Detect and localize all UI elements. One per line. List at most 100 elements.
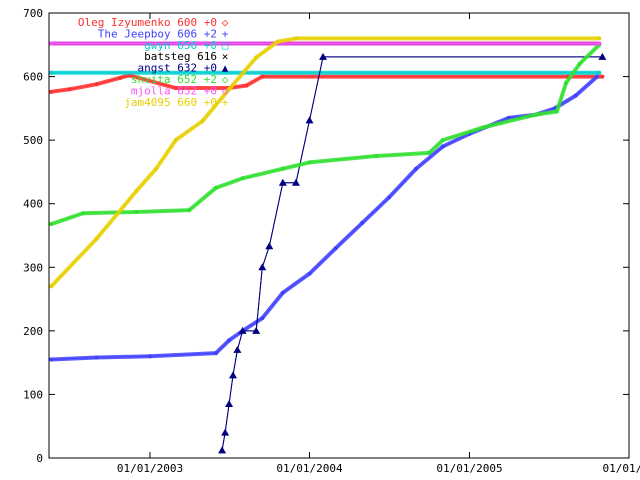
data-point: [200, 119, 205, 124]
data-point: [440, 144, 445, 149]
data-point: [49, 222, 54, 227]
x-tick-label: 01/01/2004: [276, 462, 343, 475]
data-point: [225, 399, 234, 407]
legend-marker-3: ×: [222, 50, 229, 63]
legend: Oleg Izyumenko 600 +0 ◇ The Jeepboy 606 +2…: [78, 16, 229, 109]
data-point: [427, 150, 432, 155]
data-point: [360, 220, 365, 225]
data-point: [147, 354, 152, 359]
data-point: [254, 55, 259, 60]
data-point: [600, 74, 605, 79]
x-tick-label: 01/01/2003: [117, 462, 183, 475]
data-point: [227, 338, 232, 343]
data-point: [595, 74, 600, 79]
data-point: [577, 61, 582, 66]
x-tick-label: 01/01/2005: [436, 462, 502, 475]
legend-entry-4: angst 632 +0: [138, 62, 217, 75]
data-point: [278, 178, 287, 186]
data-point: [221, 428, 230, 436]
legend-marker-2: □: [222, 39, 229, 52]
data-point: [533, 112, 538, 117]
data-point: [233, 345, 242, 353]
series-7: [49, 36, 602, 289]
data-point: [240, 176, 245, 181]
data-point: [238, 326, 247, 334]
series-4: [218, 52, 607, 454]
data-point: [227, 87, 232, 92]
data-point: [252, 326, 261, 334]
data-point: [173, 138, 178, 143]
series-line-core: [221, 56, 603, 451]
data-point: [573, 93, 578, 98]
data-point: [275, 39, 280, 44]
data-point: [173, 86, 178, 91]
legend-marker-0: ◇: [222, 16, 229, 29]
x-tick-label: 01/01/20: [603, 462, 640, 475]
y-tick-label: 300: [23, 261, 43, 274]
data-point: [597, 70, 602, 75]
legend-marker-5: ◇: [222, 73, 229, 86]
data-point: [414, 166, 419, 171]
data-point: [49, 41, 54, 46]
y-tick-label: 100: [23, 388, 43, 401]
data-point: [481, 125, 486, 130]
data-point: [319, 52, 328, 60]
y-tick-label: 200: [23, 325, 43, 338]
data-point: [265, 242, 274, 250]
data-point: [229, 371, 238, 379]
legend-entry-5: shvita 652 +2: [131, 73, 217, 86]
y-tick-label: 0: [36, 452, 43, 465]
data-point: [564, 80, 569, 85]
data-point: [118, 75, 123, 80]
legend-marker-7: +: [222, 96, 229, 109]
data-point: [260, 74, 265, 79]
data-point: [598, 52, 607, 60]
data-point: [333, 246, 338, 251]
data-point: [94, 355, 99, 360]
y-tick-label: 700: [23, 7, 43, 20]
plot-frame: [48, 12, 630, 459]
data-point: [67, 87, 72, 92]
data-point: [213, 351, 218, 356]
data-point: [280, 290, 285, 295]
y-tick-label: 600: [23, 71, 43, 84]
series-5: [49, 42, 602, 227]
data-point: [387, 195, 392, 200]
data-point: [597, 36, 602, 41]
data-point: [373, 154, 378, 159]
series-2: [49, 70, 602, 75]
legend-marker-4: ▲: [222, 62, 229, 75]
data-point: [49, 70, 54, 75]
data-point: [293, 36, 298, 41]
data-point: [597, 41, 602, 46]
legend-marker-1: +: [222, 27, 229, 40]
data-point: [213, 185, 218, 190]
data-point: [440, 138, 445, 143]
legend-entry-1: The Jeepboy 606 +2: [98, 27, 217, 40]
legend-marker-6: ◇: [222, 84, 229, 97]
axis-layer: 0 100 200 300 400 500 600 700 01/01/2003 01/01/20…: [23, 7, 640, 475]
y-tick-label: 500: [23, 134, 43, 147]
data-point: [81, 211, 86, 216]
data-point: [49, 89, 54, 94]
y-tick-label: 400: [23, 198, 43, 211]
data-point: [307, 160, 312, 165]
data-point: [49, 284, 54, 289]
data-point: [94, 236, 99, 241]
legend-entry-2: gwyn 656 +0: [144, 39, 217, 52]
data-point: [258, 263, 267, 271]
data-point: [307, 271, 312, 276]
data-point: [154, 166, 159, 171]
data-point: [280, 166, 285, 171]
data-point: [187, 208, 192, 213]
legend-entry-0: Oleg Izyumenko 600 +0: [78, 16, 217, 29]
series-layer: [49, 36, 607, 454]
data-point: [260, 316, 265, 321]
data-point: [134, 209, 139, 214]
data-point: [244, 83, 249, 88]
legend-entry-6: mjolla 652 +0: [131, 84, 217, 97]
series-6: [49, 41, 602, 46]
data-point: [218, 446, 227, 454]
data-point: [554, 109, 559, 114]
